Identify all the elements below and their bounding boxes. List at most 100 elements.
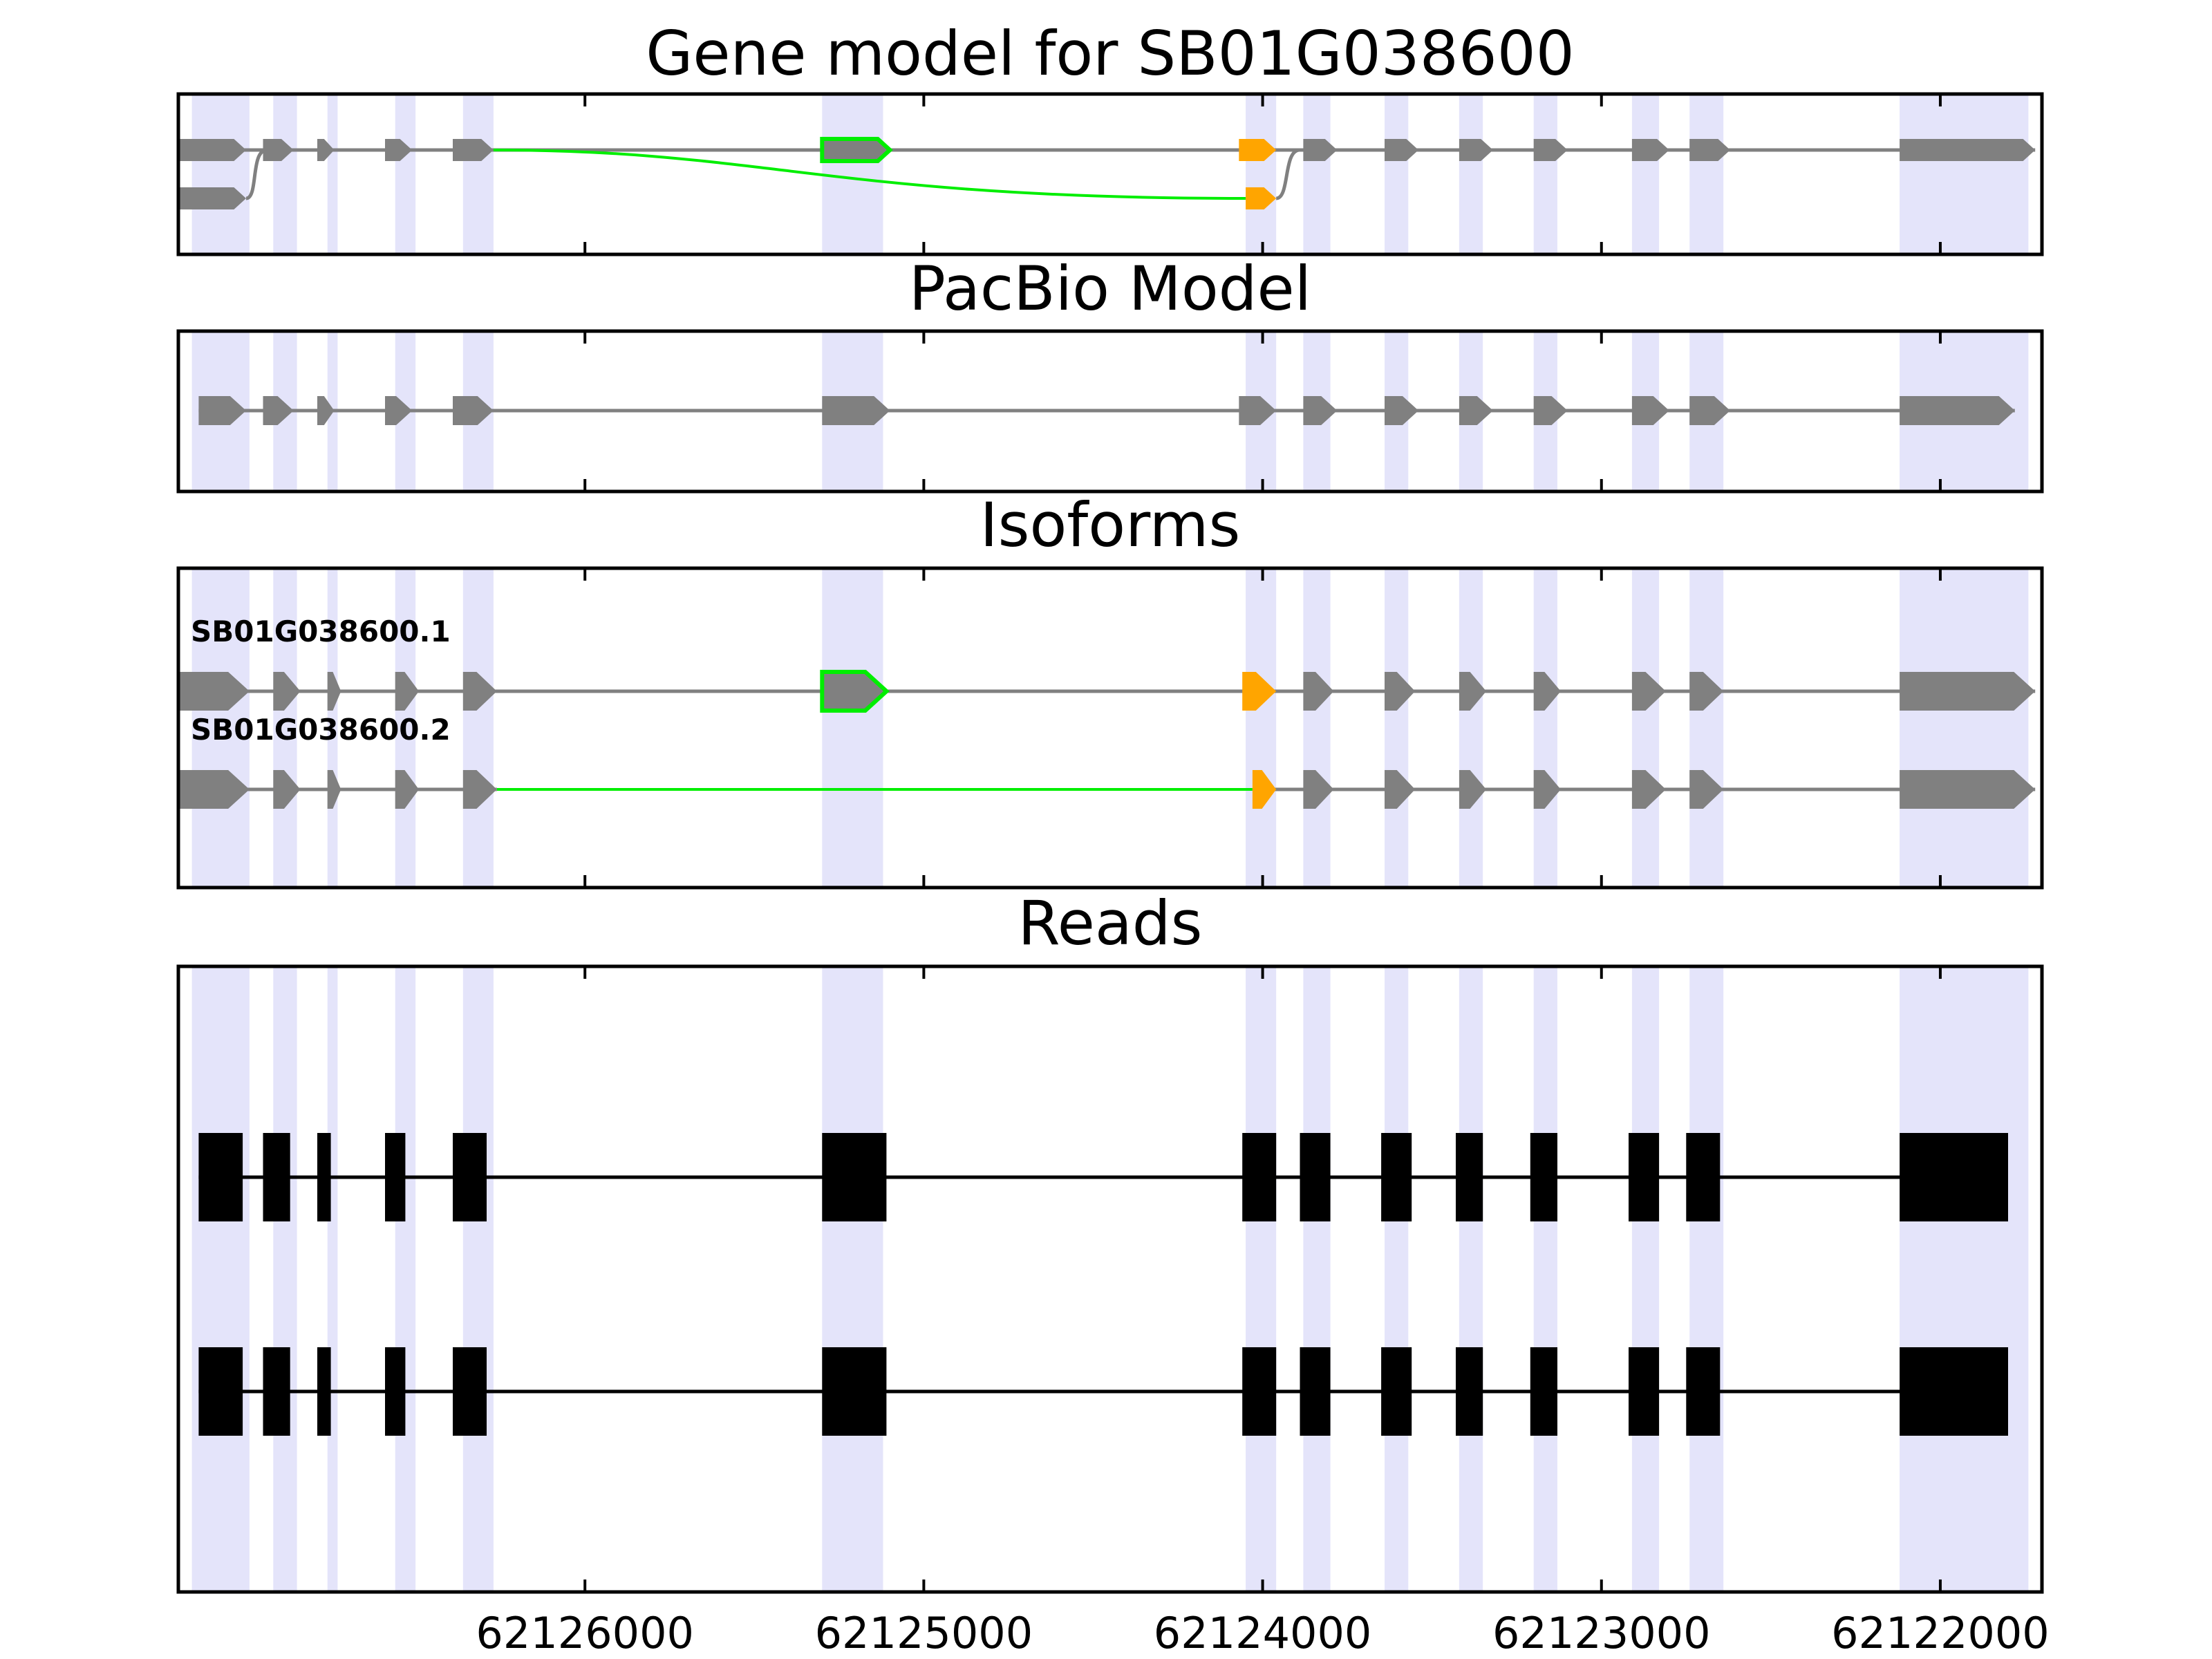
- exon: [1533, 139, 1568, 161]
- exon: [1533, 396, 1568, 425]
- highlight-band: [1631, 966, 1660, 1592]
- exon: [1385, 396, 1419, 425]
- read-block: [1300, 1347, 1331, 1436]
- highlight-band: [1246, 966, 1277, 1592]
- highlight-band: [1689, 568, 1724, 888]
- read-block: [1900, 1133, 2008, 1221]
- panel-frame: [176, 964, 2044, 1594]
- exon: [385, 139, 413, 161]
- alt-exon: [1252, 770, 1277, 809]
- exon: [178, 139, 246, 161]
- exon: [178, 672, 250, 711]
- exon: [1689, 396, 1730, 425]
- panel-title: Gene model for SB01G038600: [646, 18, 1575, 89]
- exon: [1385, 139, 1419, 161]
- highlight-layer: [191, 94, 2029, 1592]
- x-tick-label: 62126000: [476, 1608, 694, 1658]
- exon: [1533, 770, 1561, 809]
- read-block: [263, 1133, 290, 1221]
- highlight-band: [822, 94, 883, 254]
- highlight-band: [1533, 568, 1557, 888]
- exon: [1631, 672, 1666, 711]
- exon: [1459, 396, 1493, 425]
- read-block: [198, 1133, 243, 1221]
- highlight-band: [191, 94, 250, 254]
- exon: [1900, 672, 2036, 711]
- exon: [1239, 396, 1277, 425]
- exon: [395, 672, 419, 711]
- highlight-band: [395, 94, 416, 254]
- highlight-band: [462, 94, 494, 254]
- exon: [1631, 396, 1669, 425]
- read-block: [1242, 1347, 1277, 1436]
- exon: [178, 187, 246, 209]
- highlight-band: [1303, 966, 1331, 1592]
- x-tick-label: 62122000: [1831, 1608, 2050, 1658]
- highlight-band: [1303, 568, 1331, 888]
- exon: [1631, 770, 1666, 809]
- isoform-label: SB01G038600.2: [191, 713, 451, 747]
- exon: [1459, 672, 1487, 711]
- panel-title: PacBio Model: [909, 253, 1311, 324]
- highlight-band: [1689, 94, 1724, 254]
- highlight-band: [822, 568, 883, 888]
- read-block: [385, 1347, 406, 1436]
- highlight-band: [822, 966, 883, 1592]
- highlight-band: [1246, 568, 1277, 888]
- frames-layer: [176, 92, 2044, 1594]
- read-block: [317, 1133, 331, 1221]
- highlight-band: [1385, 966, 1409, 1592]
- alt-exon: [1239, 139, 1277, 161]
- exon: [1303, 672, 1334, 711]
- marks-layer: [178, 137, 2036, 1436]
- read-block: [1629, 1347, 1660, 1436]
- x-tick-label: 62124000: [1154, 1608, 1372, 1658]
- alt-exon: [1246, 187, 1277, 209]
- read-block: [453, 1133, 487, 1221]
- highlight-band: [1631, 94, 1660, 254]
- highlight-band: [273, 568, 297, 888]
- read-block: [1686, 1347, 1721, 1436]
- read-block: [822, 1347, 887, 1436]
- highlight-band: [462, 966, 494, 1592]
- isoform-label: SB01G038600.1: [191, 615, 451, 648]
- panel-title: Isoforms: [980, 489, 1241, 561]
- exon: [273, 770, 301, 809]
- exon: [1900, 396, 2015, 425]
- read-block: [1381, 1133, 1412, 1221]
- highlight-band: [327, 94, 338, 254]
- exon: [1303, 770, 1334, 809]
- exon: [1459, 770, 1487, 809]
- exon: [1303, 396, 1338, 425]
- read-block: [1629, 1133, 1660, 1221]
- read-block: [1456, 1133, 1483, 1221]
- read-block: [1381, 1347, 1412, 1436]
- exon: [1689, 672, 1724, 711]
- exon: [1385, 770, 1416, 809]
- read-block: [1300, 1133, 1331, 1221]
- highlight-band: [191, 568, 250, 888]
- x-tick-label: 62123000: [1492, 1608, 1711, 1658]
- exon: [1900, 770, 2036, 809]
- read-block: [1456, 1347, 1483, 1436]
- highlight-band: [1303, 94, 1331, 254]
- exon: [1533, 672, 1561, 711]
- read-block: [453, 1347, 487, 1436]
- exon: [1459, 139, 1493, 161]
- highlight-band: [1459, 568, 1483, 888]
- highlight-band: [1385, 94, 1409, 254]
- exon: [1689, 139, 1730, 161]
- read-block: [317, 1347, 331, 1436]
- intron-curve: [1275, 148, 1300, 200]
- skip-junction-curve: [493, 149, 1246, 200]
- highlight-band: [1246, 94, 1277, 254]
- exon: [1303, 139, 1338, 161]
- panel-frame: [176, 329, 2044, 494]
- exon: [1385, 672, 1416, 711]
- exon: [317, 139, 335, 161]
- read-block: [198, 1347, 243, 1436]
- read-block: [1530, 1347, 1557, 1436]
- exon: [1689, 770, 1724, 809]
- read-block: [385, 1133, 406, 1221]
